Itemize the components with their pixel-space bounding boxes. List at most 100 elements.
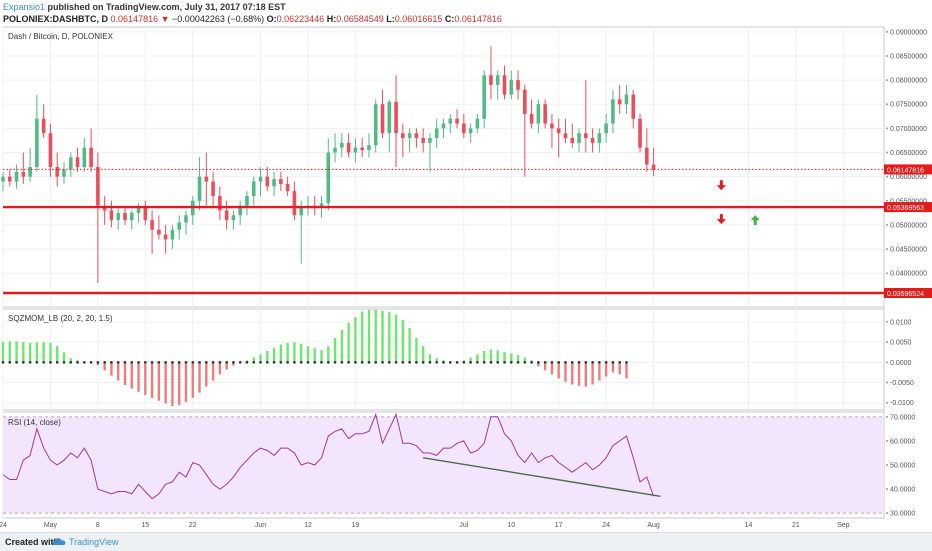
mom-signal-dot [516, 361, 520, 364]
candle-body [523, 89, 527, 114]
x-tick-label: 21 [792, 522, 800, 529]
price-level-tag [884, 202, 932, 213]
rsi-tick-label: 60.0000 [890, 438, 915, 445]
mom-signal-dot [8, 361, 12, 364]
open-value: 0.06223446 [276, 14, 325, 24]
candle-body [380, 104, 385, 134]
mom-signal-dot [42, 361, 45, 364]
candle-body [218, 195, 222, 211]
candle-body [394, 101, 398, 134]
x-tick-label: 24 [602, 522, 610, 529]
candle-body [489, 75, 493, 85]
price-tick-dot [886, 127, 888, 130]
mom-signal-dot [218, 361, 222, 364]
mom-signal-dot [367, 361, 371, 364]
mom-signal-dot [326, 361, 330, 364]
open-label: O: [266, 14, 277, 24]
candle-body [373, 104, 378, 146]
mom-signal-dot [347, 361, 350, 364]
mom-signal-dot [306, 361, 310, 364]
candle-body [631, 94, 636, 119]
chart-canvas[interactable]: 24 May 8 15 22 Jun 12 19 Jul 10 17 24 Aug 14 21 Sep 0.09… [0, 0, 932, 532]
mom-tick-dot [886, 341, 888, 344]
price-tick-dot [886, 175, 888, 178]
x-tick-label: 24 [0, 522, 7, 529]
candle-body [651, 164, 656, 170]
candle-body [89, 147, 93, 167]
price-level-tag [884, 164, 932, 175]
candle-body [441, 123, 446, 129]
rsi-tick-label: 70.0000 [890, 414, 915, 421]
mom-signal-dot [205, 361, 208, 364]
mom-signal-dot [171, 361, 174, 364]
price-pane-title: Dash / Bitcoin, D, POLONIEX [8, 32, 114, 41]
mom-signal-dot [69, 361, 73, 364]
mom-signal-dot [570, 361, 574, 364]
author-link[interactable]: Expansio1 [3, 2, 46, 12]
candle-body [502, 75, 507, 95]
rsi-trendline [423, 457, 661, 498]
mom-signal-dot [550, 361, 554, 364]
candle-body [21, 171, 26, 177]
mom-signal-dot [1, 361, 5, 364]
candle-body [577, 133, 581, 143]
mom-signal-dot [591, 361, 594, 364]
candle-body [448, 118, 453, 124]
x-tick-label: 17 [555, 522, 563, 529]
mom-signal-dot [401, 361, 405, 364]
down-arrow-icon [716, 214, 726, 225]
price-tick-dot [886, 103, 888, 106]
candle-body [265, 176, 270, 187]
candle-body [129, 212, 134, 221]
candle-body [251, 181, 256, 196]
tradingview-cloud-icon [52, 538, 66, 545]
mom-signal-dot [272, 361, 276, 364]
mom-signal-dot [83, 361, 86, 364]
candle-body [14, 171, 19, 182]
mom-signal-dot [103, 361, 106, 364]
mom-signal-dot [584, 361, 588, 364]
mom-signal-dot [455, 361, 459, 364]
mom-signal-dot [245, 361, 249, 364]
mom-signal-dot [313, 361, 317, 364]
mom-signal-dot [279, 361, 283, 364]
last-price: 0.06147816 [110, 14, 159, 24]
candle-body [285, 183, 290, 192]
price-tick-dot [886, 54, 888, 57]
mom-signal-dot [482, 361, 486, 364]
mom-signal-dot [293, 361, 296, 364]
mom-signal-dot [123, 361, 127, 364]
candle-body [455, 118, 459, 124]
candle-body [109, 210, 114, 221]
footer-bar: Created with TradingView [0, 532, 932, 551]
price-tick-dot [886, 272, 888, 275]
mom-signal-dot [96, 361, 100, 364]
candle-body [157, 229, 161, 235]
price-tick-dot [886, 151, 888, 154]
mom-signal-dot [530, 361, 533, 364]
candle-body [82, 147, 87, 167]
candle-body [611, 99, 615, 124]
mom-signal-dot [299, 361, 303, 364]
candle-body [136, 208, 141, 213]
mom-signal-dot [489, 361, 493, 364]
mom-signal-dot [211, 361, 215, 364]
mom-signal-dot [564, 361, 567, 364]
rsi-tick-dot [886, 415, 888, 418]
candle-body [96, 167, 100, 206]
mom-signal-dot [577, 361, 581, 364]
mom-signal-dot [604, 361, 608, 364]
candle-body [1, 176, 5, 182]
x-tick-label: Sep [837, 522, 850, 529]
price-tick-label: 0.05000000 [890, 222, 927, 229]
candle-body [68, 157, 73, 170]
price-level-label: 0.05369563 [887, 205, 924, 212]
mom-signal-dot [408, 361, 411, 364]
low-label: L: [386, 14, 395, 24]
mom-signal-dot [598, 361, 601, 364]
candle-body [55, 167, 60, 177]
candle-body [509, 80, 514, 95]
candle-body [421, 138, 425, 143]
mom-signal-dot [184, 361, 188, 364]
tradingview-brand[interactable]: TradingView [69, 537, 119, 547]
